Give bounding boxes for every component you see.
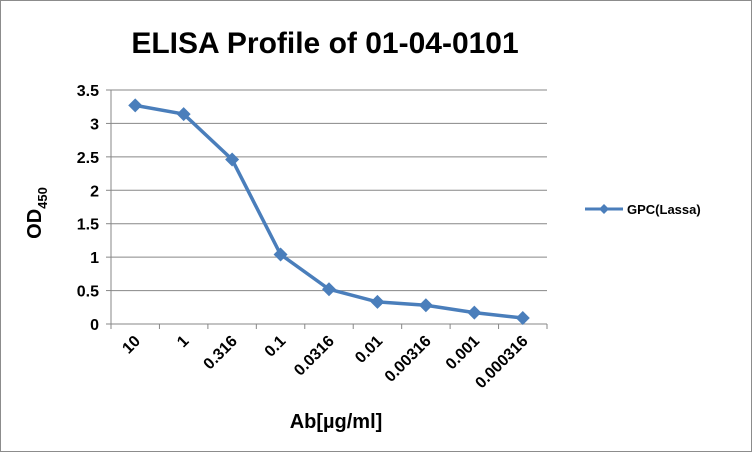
data-point-marker bbox=[322, 282, 336, 297]
legend-marker bbox=[599, 204, 609, 214]
axes bbox=[106, 89, 548, 329]
y-tick-label: 0.5 bbox=[77, 284, 99, 301]
data-point-marker bbox=[515, 310, 530, 325]
y-tick-label: 0 bbox=[90, 317, 99, 334]
x-tick-label: 0.001 bbox=[443, 333, 483, 373]
x-tick-label: 0.000316 bbox=[472, 333, 531, 392]
data-point-marker bbox=[176, 107, 191, 122]
y-tick-labels: 0 0.5 1 1.5 2 2.5 3 3.5 bbox=[77, 83, 99, 334]
x-axis-label: Ab[µg/ml] bbox=[290, 411, 383, 433]
y-axis-label: OD450 bbox=[24, 187, 50, 239]
legend-label: GPC(Lassa) bbox=[627, 202, 701, 217]
y-tick-label: 2.5 bbox=[77, 150, 99, 167]
data-point-marker bbox=[273, 247, 288, 262]
y-tick-label: 1 bbox=[90, 250, 99, 267]
y-tick-label: 3.5 bbox=[77, 83, 99, 100]
x-tick-label: 10 bbox=[119, 333, 144, 358]
data-point-marker bbox=[225, 152, 240, 167]
x-tick-labels: 10 1 0.316 0.1 0.0316 0.010.00316 0.0010.00031… bbox=[119, 333, 531, 392]
legend: GPC(Lassa) bbox=[585, 202, 701, 217]
y-tick-label: 3 bbox=[90, 116, 99, 133]
data-point-marker bbox=[467, 305, 482, 320]
x-tick-label: 0.1 bbox=[262, 333, 290, 361]
data-point-marker bbox=[128, 98, 143, 113]
series-markers bbox=[128, 98, 530, 325]
chart-title: ELISA Profile of 01-04-0101 bbox=[131, 27, 518, 60]
y-tick-label: 1.5 bbox=[77, 217, 99, 234]
y-axis-label-main: OD bbox=[24, 209, 46, 239]
data-point-marker bbox=[370, 294, 385, 309]
y-axis-label-subscript: 450 bbox=[35, 187, 50, 209]
x-tick-label: 0.00316 bbox=[382, 333, 435, 386]
x-tick-label: 0.01 bbox=[352, 333, 386, 367]
gridlines bbox=[111, 89, 547, 292]
x-tick-label: 0.316 bbox=[201, 333, 241, 373]
y-tick-label: 2 bbox=[90, 183, 99, 200]
data-point-marker bbox=[418, 298, 433, 313]
x-tick-label: 0.0316 bbox=[291, 333, 338, 380]
x-tick-label: 1 bbox=[174, 333, 192, 351]
